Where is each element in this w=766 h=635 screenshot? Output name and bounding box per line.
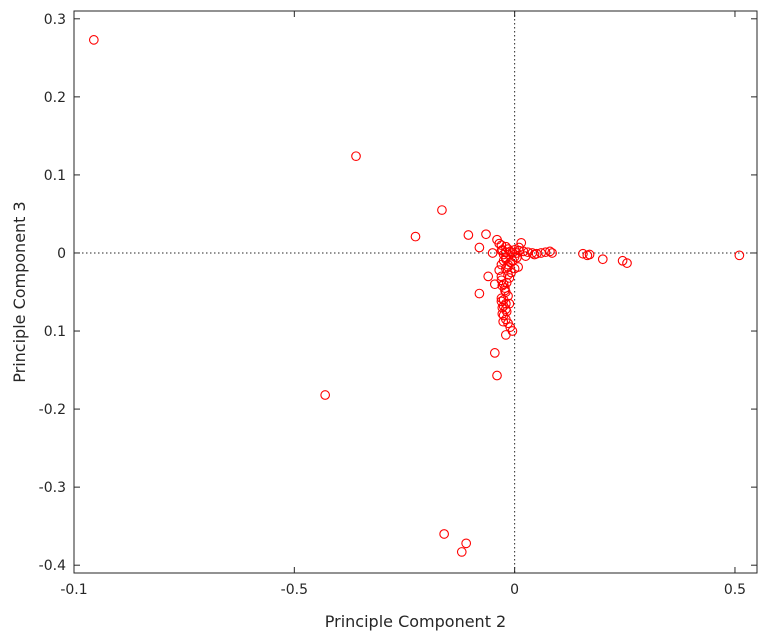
data-point: [461, 538, 472, 549]
data-point: [504, 273, 515, 283]
data-point: [578, 248, 588, 259]
data-point: [500, 285, 510, 296]
data-point: [88, 35, 99, 45]
reference-lines: [74, 11, 757, 573]
data-point: [500, 283, 510, 293]
data-point: [320, 390, 331, 400]
data-point: [516, 237, 527, 248]
y-tick-label: 0: [57, 246, 66, 262]
y-tick-label: 0.3: [44, 12, 66, 28]
data-point: [597, 254, 608, 265]
data-point: [500, 252, 511, 263]
x-tick-label: 0.5: [724, 582, 746, 598]
data-point: [498, 249, 509, 260]
x-axis-ticks: -0.1 -0.5 0 0.5: [60, 11, 746, 598]
data-point: [496, 259, 507, 270]
data-point: [487, 248, 498, 258]
data-point: [540, 247, 551, 258]
data-point: [545, 246, 555, 257]
y-axis-ticks: -0.4 -0.3 -0.2 0.1 0 0.1 0.2 0.3: [39, 12, 757, 574]
y-axis-title: Principle Component 3: [10, 201, 29, 382]
data-point: [474, 242, 485, 253]
data-point: [410, 231, 421, 242]
data-point: [503, 262, 513, 272]
data-point: [498, 301, 509, 311]
y-tick-label: 0.1: [44, 168, 66, 184]
data-point: [494, 265, 505, 275]
data-point: [506, 267, 516, 278]
x-tick-label: 0: [510, 582, 519, 598]
data-point: [497, 309, 508, 319]
data-point: [492, 370, 502, 381]
y-tick-label: -0.2: [39, 402, 66, 418]
data-point: [483, 271, 494, 282]
data-point: [514, 242, 524, 253]
data-point: [547, 248, 557, 258]
data-point: [504, 298, 515, 309]
data-point: [513, 262, 524, 272]
x-axis-title: Principle Component 2: [325, 612, 506, 631]
data-point: [582, 250, 593, 261]
data-point: [481, 229, 491, 240]
data-point: [498, 316, 509, 327]
data-point: [437, 205, 447, 215]
data-point: [497, 280, 508, 291]
data-point: [463, 230, 474, 240]
x-tick-label: -0.5: [281, 582, 308, 598]
data-point: [500, 330, 511, 340]
data-point: [474, 288, 485, 299]
data-point: [734, 250, 745, 261]
y-tick-label: -0.4: [39, 558, 66, 574]
data-point: [497, 245, 508, 255]
data-point: [622, 258, 632, 268]
y-tick-label: -0.3: [39, 480, 66, 496]
x-tick-label: -0.1: [60, 582, 87, 598]
data-point: [351, 151, 361, 162]
y-tick-label: 0.2: [44, 90, 66, 106]
data-points: [88, 35, 745, 557]
y-tick-label: 0.1: [44, 324, 66, 340]
data-point: [492, 234, 502, 245]
data-point: [456, 547, 467, 557]
data-point: [489, 348, 500, 358]
plot-area-frame: [73, 10, 758, 574]
data-point: [439, 529, 449, 539]
